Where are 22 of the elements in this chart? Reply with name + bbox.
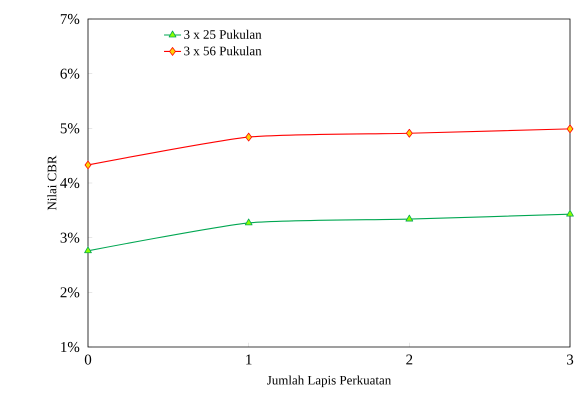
x-axis-title: Jumlah Lapis Perkuatan bbox=[267, 375, 392, 388]
legend-label: 3 x 25 Pukulan bbox=[184, 30, 262, 39]
y-tick-label: 3% bbox=[60, 232, 80, 243]
point bbox=[566, 210, 574, 217]
y-tick-label: 6% bbox=[60, 68, 80, 79]
point bbox=[244, 218, 253, 226]
point bbox=[406, 128, 413, 138]
x-tick-label: 1 bbox=[246, 354, 252, 364]
y-tick-label: 4% bbox=[60, 178, 80, 188]
y-tick-label: 7% bbox=[60, 14, 80, 24]
legend-label: 3 x 56 Pukulan bbox=[184, 46, 262, 56]
point bbox=[84, 160, 92, 170]
point bbox=[405, 214, 414, 222]
x-tick-label: 2 bbox=[406, 354, 412, 364]
point bbox=[245, 132, 252, 142]
y-tick-label: 1% bbox=[61, 342, 80, 352]
x-tick-label: 3 bbox=[566, 354, 574, 365]
point bbox=[566, 124, 574, 134]
y-axis-title: Nilai CBR bbox=[47, 155, 56, 210]
y-tick-label: 2% bbox=[60, 287, 80, 298]
y-tick-label: 5% bbox=[60, 123, 80, 134]
x-tick-label: 0 bbox=[84, 354, 92, 365]
